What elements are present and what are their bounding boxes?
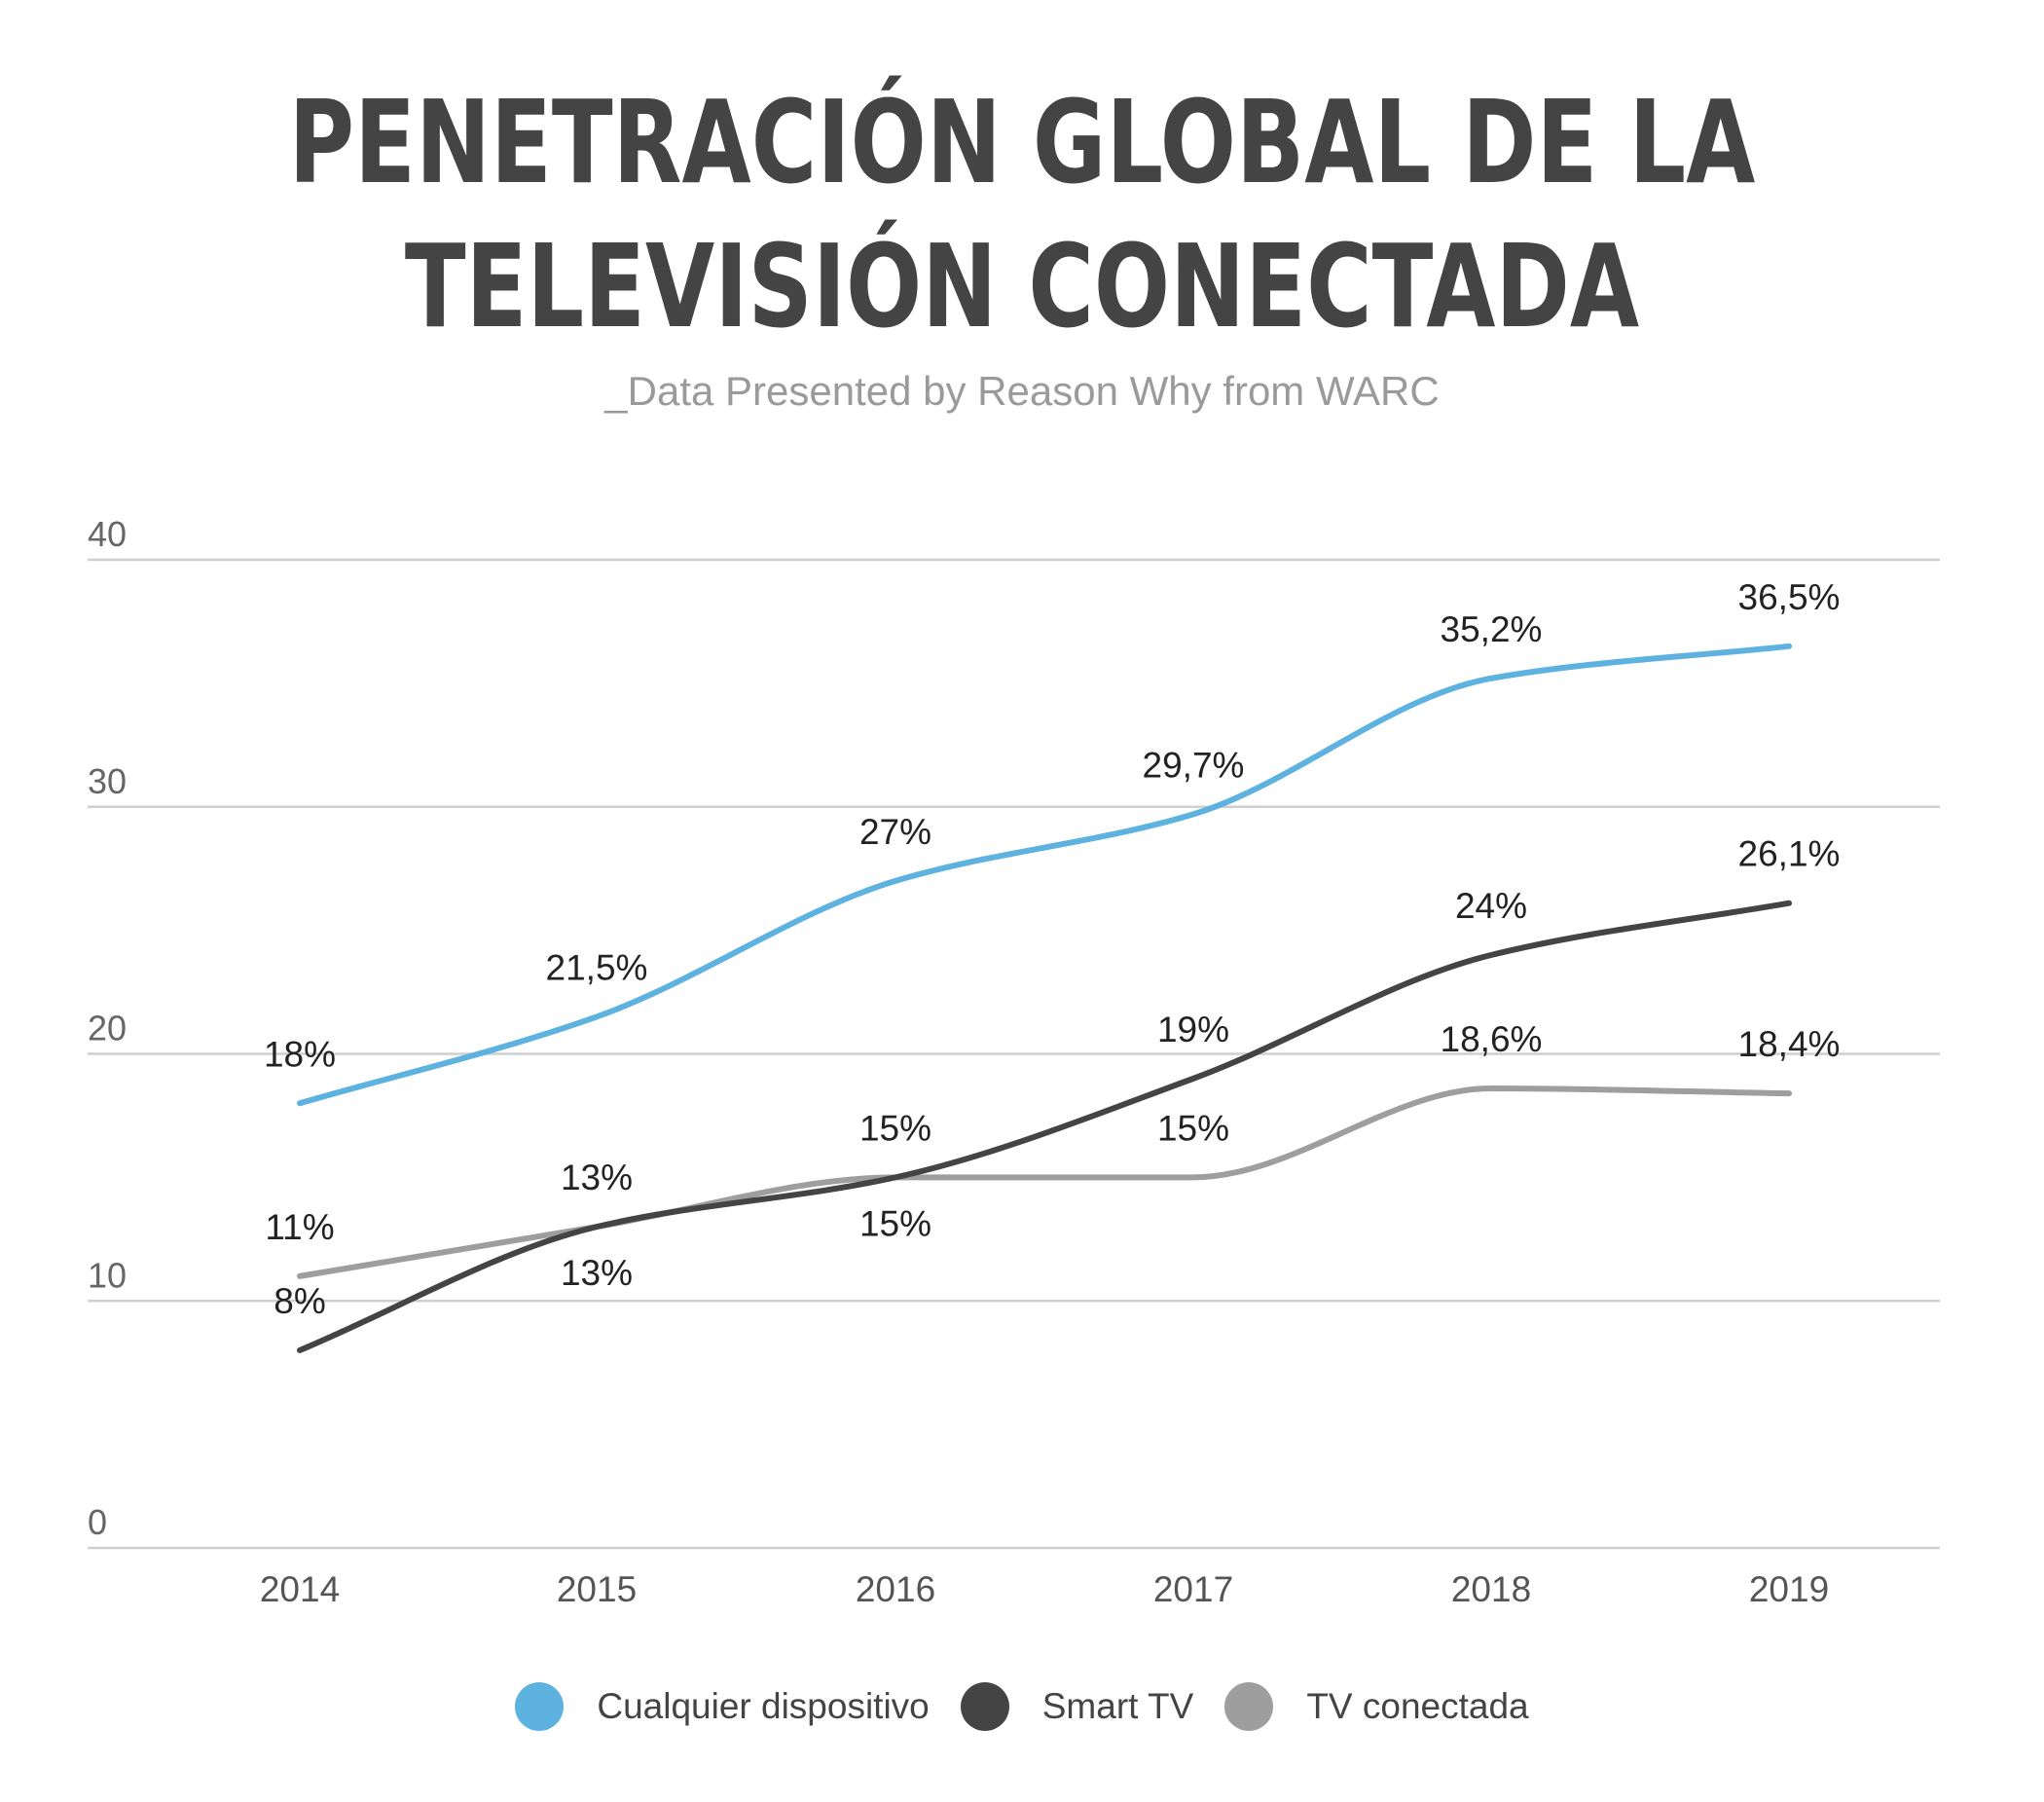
data-label: 15% bbox=[859, 1108, 931, 1148]
data-label: 21,5% bbox=[546, 947, 648, 987]
data-label: 24% bbox=[1455, 886, 1527, 926]
y-tick-label: 40 bbox=[88, 514, 127, 554]
legend-label: TV conectada bbox=[1306, 1686, 1529, 1726]
y-tick-label: 10 bbox=[88, 1255, 127, 1295]
legend-swatch bbox=[1224, 1682, 1274, 1731]
x-tick-label: 2018 bbox=[1451, 1569, 1531, 1609]
legend-item-smart-tv: Smart TV bbox=[960, 1682, 1194, 1731]
chart-legend: Cualquier dispositivo Smart TV TV conect… bbox=[0, 1682, 2044, 1731]
series-line-tv-conectada bbox=[297, 1085, 1792, 1279]
series-line-smart-tv bbox=[297, 900, 1792, 1353]
data-label: 35,2% bbox=[1441, 609, 1543, 649]
x-tick-label: 2017 bbox=[1153, 1569, 1233, 1609]
x-tick-label: 2016 bbox=[856, 1569, 935, 1609]
y-tick-label: 0 bbox=[88, 1502, 107, 1542]
data-label: 8% bbox=[274, 1281, 325, 1321]
data-label: 18,4% bbox=[1738, 1024, 1841, 1064]
legend-label: Smart TV bbox=[1041, 1686, 1194, 1726]
y-tick-label: 30 bbox=[88, 761, 127, 801]
data-label: 18,6% bbox=[1441, 1019, 1543, 1059]
x-tick-label: 2014 bbox=[260, 1569, 340, 1609]
series-line-cualquier-dispositivo bbox=[297, 643, 1792, 1107]
data-label: 13% bbox=[561, 1253, 633, 1293]
data-label: 15% bbox=[859, 1203, 931, 1243]
data-label: 29,7% bbox=[1143, 745, 1245, 785]
data-label: 19% bbox=[1157, 1010, 1229, 1049]
chart-title-line-2: TELEVISIÓN CONECTADA bbox=[404, 219, 1640, 353]
legend-label: Cualquier dispositivo bbox=[597, 1686, 930, 1726]
x-tick-label: 2015 bbox=[557, 1569, 637, 1609]
data-label: 15% bbox=[1157, 1108, 1229, 1148]
legend-swatch bbox=[960, 1682, 1009, 1731]
legend-item-cualquier-dispositivo: Cualquier dispositivo bbox=[515, 1682, 930, 1731]
chart-title: PENETRACIÓN GLOBAL DE LA TELEVISIÓN CONE… bbox=[225, 70, 1819, 358]
legend-item-tv-conectada: TV conectada bbox=[1224, 1682, 1529, 1731]
x-tick-label: 2019 bbox=[1749, 1569, 1829, 1609]
data-label: 18% bbox=[264, 1034, 336, 1074]
data-label: 26,1% bbox=[1738, 834, 1841, 874]
chart-title-line-1: PENETRACIÓN GLOBAL DE LA bbox=[288, 75, 1756, 209]
legend-swatch bbox=[515, 1682, 565, 1731]
data-label: 36,5% bbox=[1738, 577, 1841, 617]
data-label: 13% bbox=[561, 1158, 633, 1197]
y-tick-label: 20 bbox=[88, 1009, 127, 1048]
data-label: 11% bbox=[265, 1207, 334, 1247]
data-label: 27% bbox=[859, 812, 931, 852]
chart-subtitle: _Data Presented by Reason Why from WARC bbox=[604, 368, 1440, 414]
